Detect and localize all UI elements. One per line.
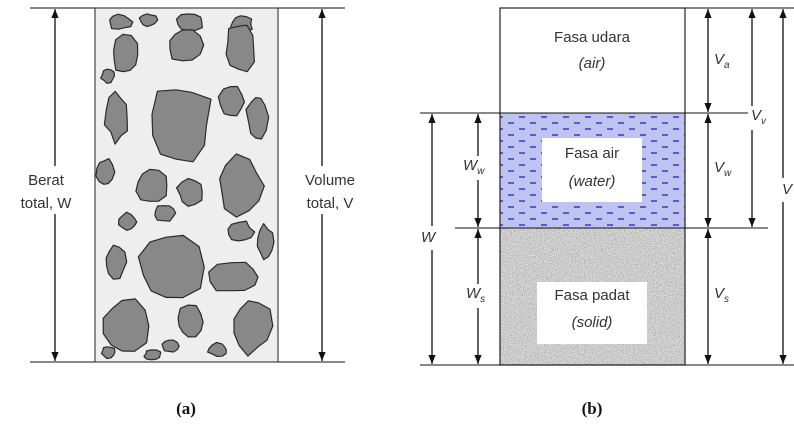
page: Berat total, W Volume total, V (a) Fasa … (0, 0, 794, 434)
dim-label: W (421, 229, 437, 246)
soil-phase-diagram: Berat total, W Volume total, V (a) Fasa … (0, 0, 794, 434)
rock (226, 25, 254, 71)
subscript: a (724, 60, 730, 71)
weight-label: Berat (28, 172, 65, 189)
phase-name: Fasa padat (554, 287, 630, 304)
symbol: W (421, 229, 437, 246)
subscript: w (724, 168, 732, 179)
phase-name: Fasa air (565, 145, 619, 162)
phase-english: (solid) (572, 314, 613, 331)
volume-label: Volume (305, 172, 355, 189)
subscript: w (477, 166, 485, 177)
rock (209, 262, 258, 290)
caption: (b) (582, 399, 603, 418)
phase-name: Fasa udara (554, 29, 631, 46)
rock (162, 340, 179, 352)
weight-label: total, W (21, 195, 73, 212)
caption: (a) (176, 399, 196, 418)
phase-english: (air) (579, 55, 606, 72)
rock (114, 34, 138, 71)
phase-english: (water) (569, 173, 616, 190)
volume-label: total, V (307, 195, 354, 212)
rock (177, 14, 203, 30)
subscript: s (480, 294, 485, 305)
subscript: s (724, 294, 729, 305)
rock (144, 350, 161, 360)
